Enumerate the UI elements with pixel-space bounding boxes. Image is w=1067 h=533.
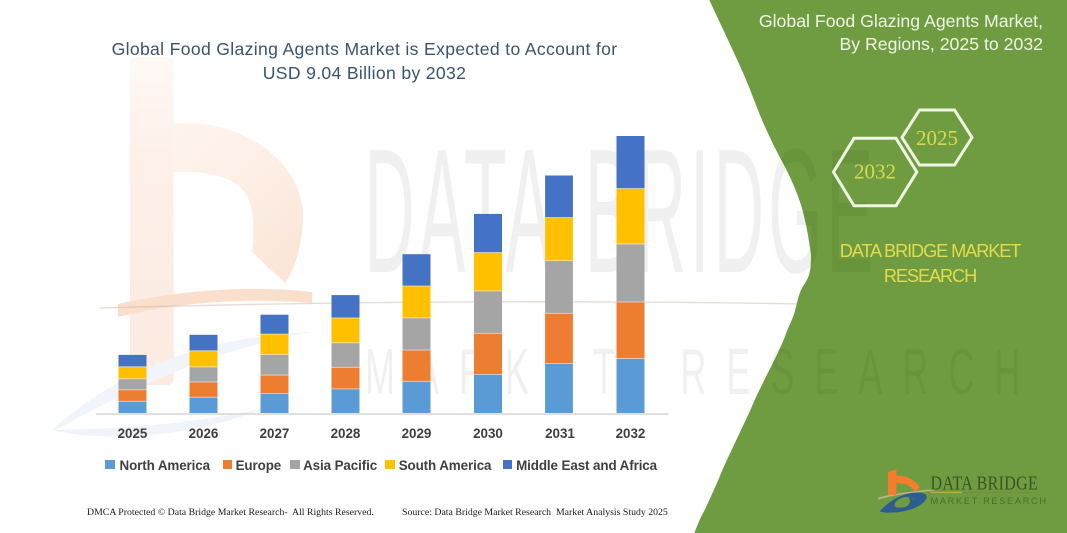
svg-text:DATA BRIDGE: DATA BRIDGE — [931, 472, 1039, 494]
svg-text:MARKET RESEARCH: MARKET RESEARCH — [931, 496, 1048, 506]
svg-text:2032: 2032 — [854, 160, 896, 184]
svg-text:2025: 2025 — [916, 126, 958, 150]
